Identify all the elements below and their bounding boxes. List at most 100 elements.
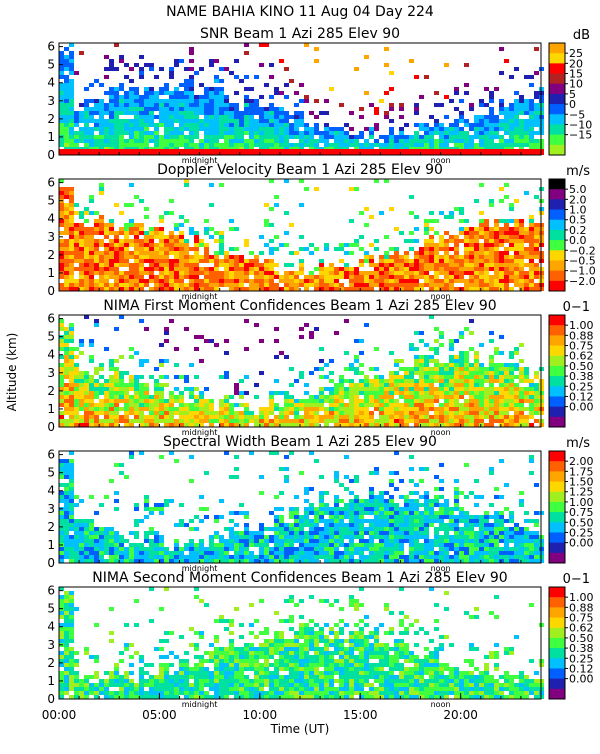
colorbar-swatch [549,638,565,649]
y-tick-label: 3 [47,638,55,652]
colorbar: 1.000.880.750.620.500.380.250.120.00 [549,587,594,700]
colorbar-unit: 0−1 [563,572,590,587]
colorbar-swatch [549,648,565,659]
y-tick-label: 4 [47,620,55,634]
x-tick-label: 20:00 [443,708,478,722]
colorbar-swatch [549,376,565,387]
colorbar-swatch [549,74,565,85]
colorbar-swatch [549,53,565,64]
y-tick-label: 4 [47,212,55,226]
colorbar-swatch [549,502,565,513]
colorbar-swatch [549,335,565,346]
colorbar-swatch [549,281,565,292]
y-tick-label: 2 [47,112,55,126]
colorbar-swatch [549,532,565,543]
colorbar-swatch [549,94,565,105]
panel-title: NIMA First Moment Confidences Beam 1 Azi… [103,298,496,314]
x-tick-label: 05:00 [142,708,177,722]
y-tick-label: 4 [47,348,55,362]
colorbar-swatch [549,386,565,397]
colorbar-swatch [549,250,565,261]
y-tick-label: 6 [47,40,55,54]
colorbar: 2.001.751.501.251.000.750.500.250.00 [549,451,594,564]
colorbar-tick-label: −2.0 [569,275,596,288]
colorbar-swatch [549,396,565,407]
colorbar-swatch [549,260,565,271]
colorbar-swatch [549,679,565,690]
colorbar-swatch [549,492,565,503]
colorbar-unit: 0−1 [563,300,590,315]
colorbar-swatch [549,63,565,74]
colorbar-swatch [549,407,565,418]
colorbar-swatch [549,84,565,95]
y-tick-label: 3 [47,94,55,108]
y-tick-label: 1 [47,402,55,416]
colorbar-swatch [549,597,565,608]
colorbar-swatch [549,220,565,231]
colorbar-swatch [549,199,565,210]
marker-midnight: midnight [182,700,218,709]
y-tick-label: 5 [47,466,55,480]
panel-title: Doppler Velocity Beam 1 Azi 285 Elev 90 [157,162,443,178]
y-tick-label: 6 [47,176,55,190]
y-axis-label: Altitude (km) [5,333,19,412]
colorbar-tick-label: 0.00 [569,673,594,686]
y-tick-label: 3 [47,366,55,380]
y-tick-label: 0 [47,556,55,570]
colorbar-swatch [549,553,565,564]
colorbar-swatch [549,512,565,523]
colorbar-swatch [549,124,565,135]
colorbar-swatch [549,189,565,200]
colorbar-swatch [549,271,565,282]
colorbar-swatch [549,451,565,462]
colorbar-swatch [549,325,565,336]
x-axis-label: Time (UT) [270,722,330,736]
colorbar-swatch [549,315,565,326]
y-tick-label: 2 [47,248,55,262]
colorbar-swatch [549,230,565,241]
colorbar-swatch [549,346,565,357]
colorbar-swatch [549,587,565,598]
y-tick-label: 5 [47,602,55,616]
colorbar-swatch [549,240,565,251]
y-tick-label: 1 [47,674,55,688]
y-tick-label: 0 [47,420,55,434]
y-tick-label: 0 [47,692,55,706]
colorbar: 1.000.880.750.620.500.380.250.120.00 [549,315,594,428]
y-tick-label: 0 [47,284,55,298]
y-tick-label: 5 [47,330,55,344]
x-tick-label: 10:00 [243,708,278,722]
colorbar-swatch [549,618,565,629]
colorbar-swatch [549,104,565,115]
y-tick-label: 6 [47,584,55,598]
y-tick-label: 5 [47,58,55,72]
colorbar-swatch [549,135,565,146]
colorbar-swatch [549,689,565,700]
y-tick-label: 3 [47,502,55,516]
colorbar-tick-label: 0.00 [569,537,594,550]
colorbar-unit: dB [573,28,590,43]
colorbar-swatch [549,658,565,669]
y-tick-label: 1 [47,538,55,552]
x-tick-label: 15:00 [343,708,378,722]
colorbar-swatch [549,114,565,125]
y-tick-label: 3 [47,230,55,244]
colorbar-swatch [549,179,565,190]
y-tick-label: 2 [47,656,55,670]
y-tick-label: 4 [47,76,55,90]
colorbar-tick-label: 0.00 [569,401,594,414]
figure-title: NAME BAHIA KINO 11 Aug 04 Day 224 [166,4,434,20]
y-tick-label: 2 [47,520,55,534]
colorbar-swatch [549,471,565,482]
colorbar-tick-label: −15 [569,129,592,142]
y-tick-label: 6 [47,312,55,326]
colorbar-swatch [549,461,565,472]
y-tick-label: 1 [47,266,55,280]
colorbar-swatch [549,522,565,533]
panel-title: NIMA Second Moment Confidences Beam 1 Az… [92,570,507,586]
colorbar-swatch [549,628,565,639]
x-tick-label: 00:00 [42,708,77,722]
y-tick-label: 4 [47,484,55,498]
